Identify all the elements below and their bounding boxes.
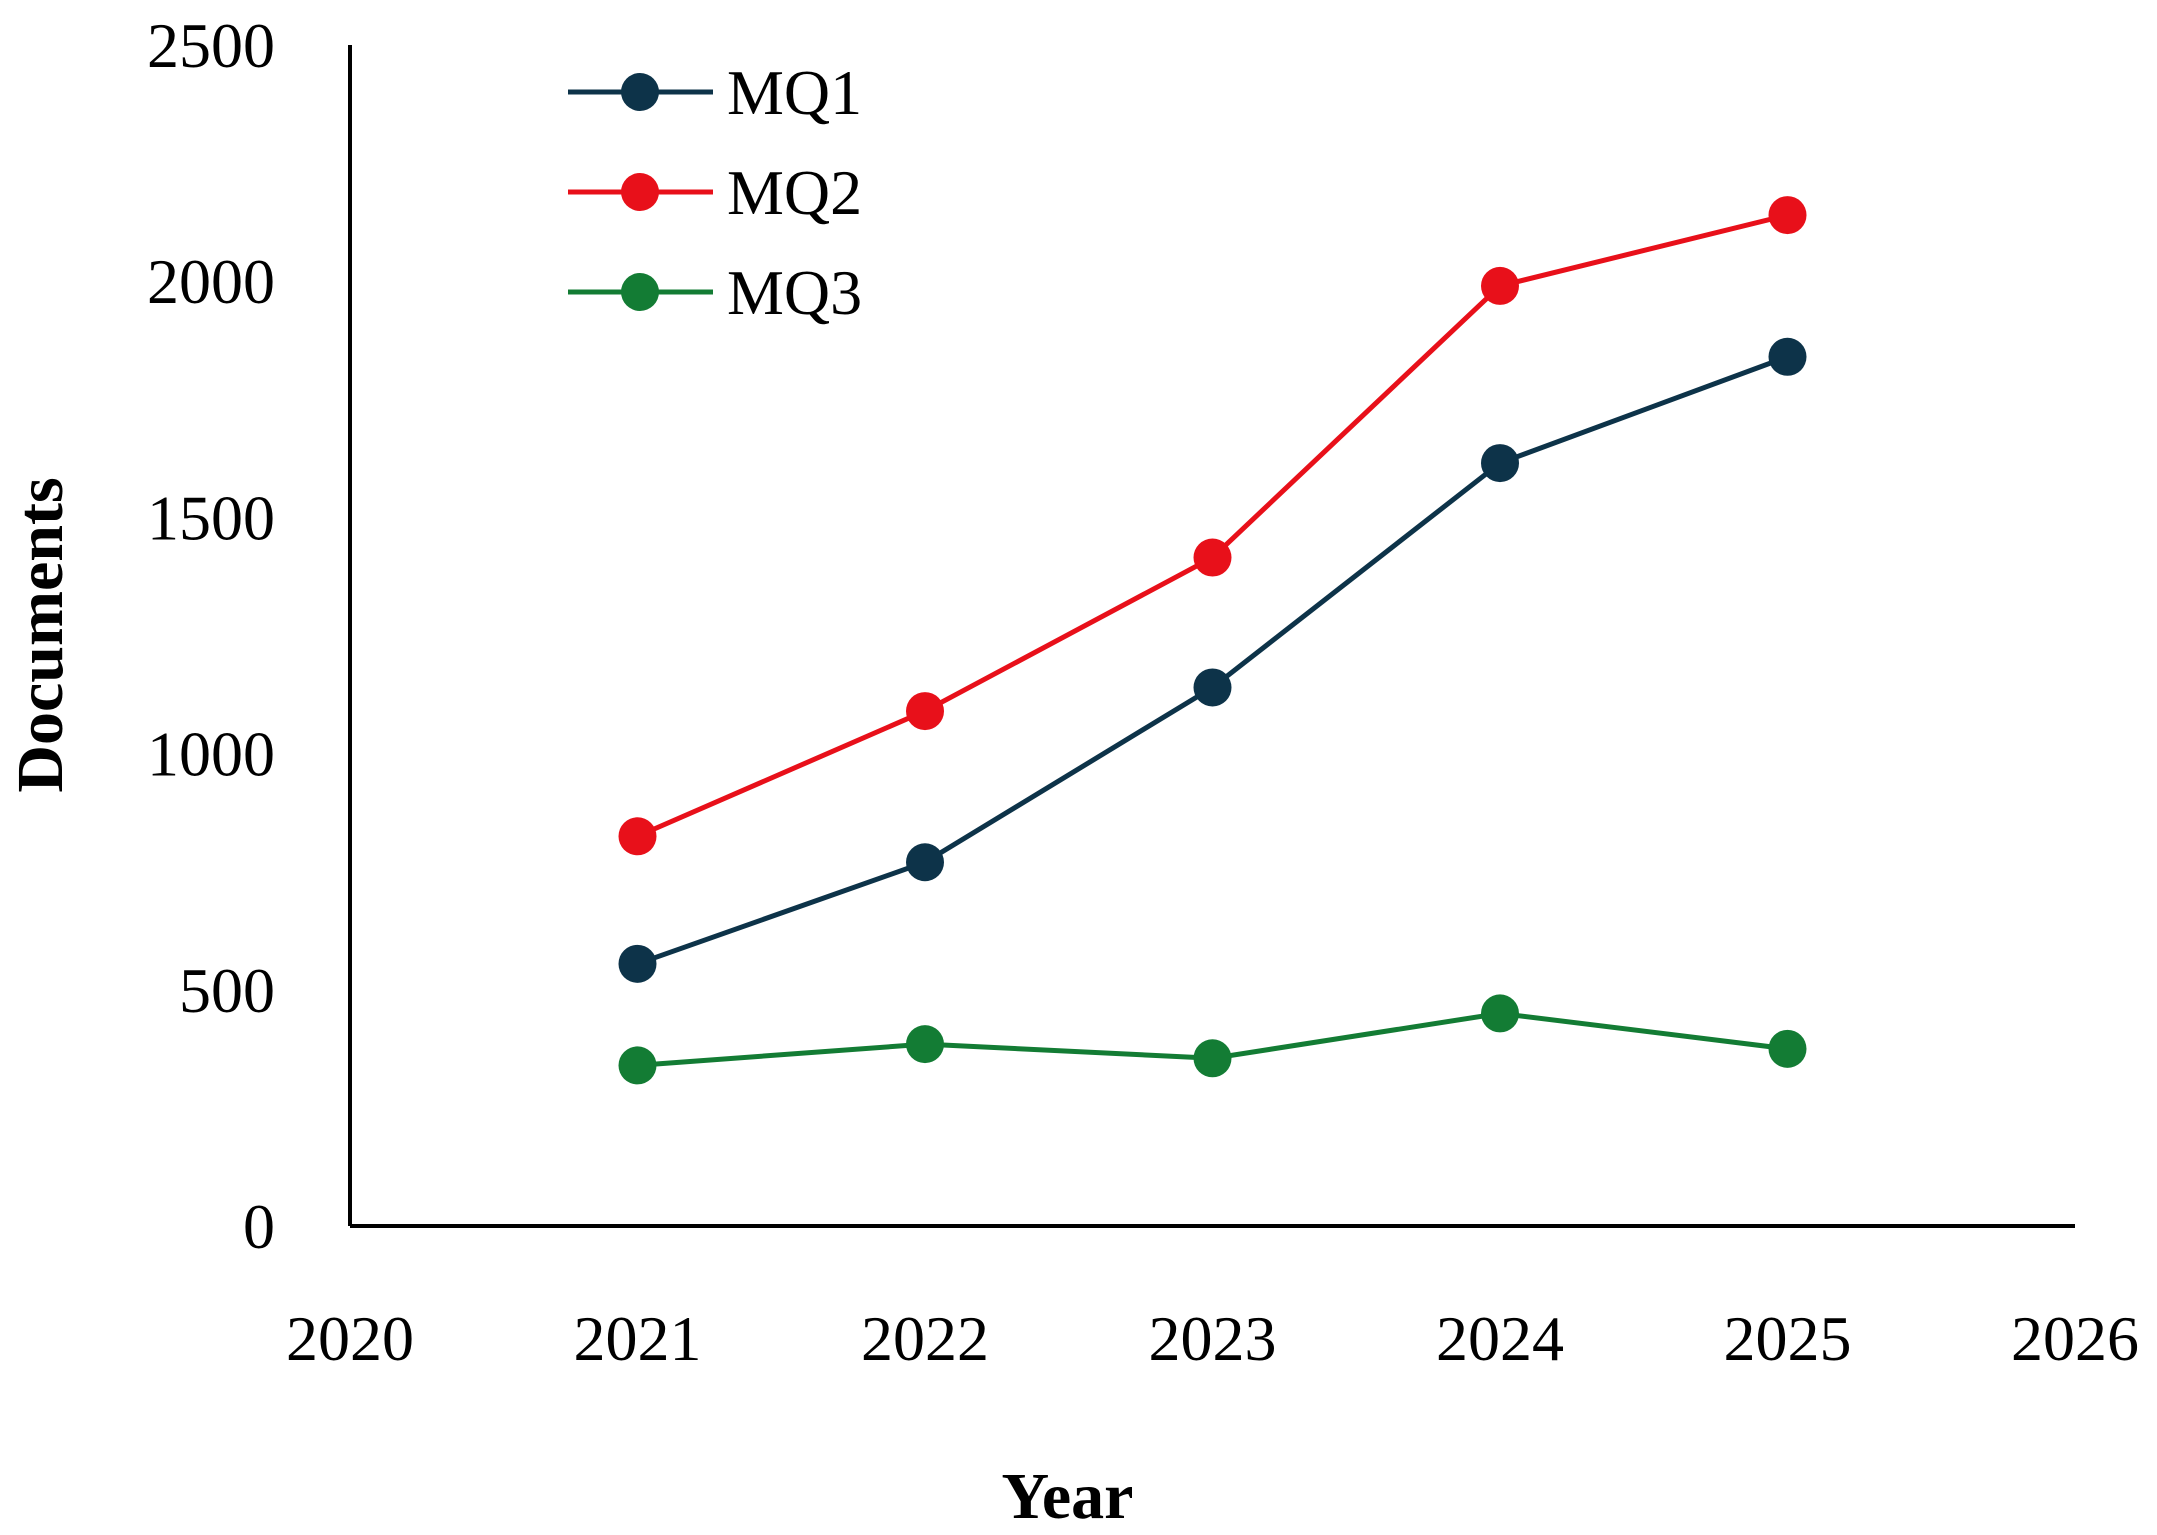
data-point-mq2-2023: [1193, 538, 1232, 577]
x-tick-label: 2022: [861, 1303, 989, 1374]
y-tick-labels: 0 500 1000 1500 2000 2500: [147, 10, 275, 1262]
x-tick-label: 2026: [2011, 1303, 2139, 1374]
series-mq1: [618, 337, 1807, 983]
x-axis-title: Year: [1002, 1460, 1134, 1533]
x-tick-label: 2024: [1436, 1303, 1564, 1374]
data-point-mq1-2024: [1481, 444, 1519, 483]
y-tick-label: 2000: [147, 246, 275, 317]
series-group: [618, 196, 1807, 1085]
axes: [348, 45, 2075, 1228]
legend-marker: [621, 173, 659, 211]
legend-marker: [621, 73, 659, 111]
series-mq2: [618, 196, 1807, 856]
y-tick-label: 2500: [147, 10, 275, 81]
legend-item-mq1: MQ1: [568, 57, 862, 128]
data-point-mq2-2021: [618, 817, 657, 856]
data-point-mq1-2022: [906, 843, 944, 882]
legend-label: MQ2: [727, 157, 862, 228]
data-point-mq2-2025: [1768, 196, 1807, 235]
y-tick-label: 1500: [147, 482, 275, 553]
data-point-mq3-2025: [1768, 1029, 1807, 1068]
legend-item-mq3: MQ3: [568, 257, 862, 328]
data-point-mq1-2025: [1768, 337, 1807, 376]
data-point-mq3-2021: [618, 1046, 657, 1085]
legend-label: MQ1: [727, 57, 862, 128]
y-tick-label: 500: [179, 955, 275, 1026]
y-tick-label: 0: [243, 1191, 275, 1262]
data-point-mq3-2022: [906, 1025, 944, 1064]
data-point-mq3-2023: [1193, 1039, 1232, 1078]
x-tick-labels: 2020 2021 2022 2023 2024 2025 2026: [286, 1303, 2139, 1374]
data-point-mq3-2024: [1481, 994, 1519, 1033]
series-line-mq1: [636, 354, 1789, 967]
x-tick-label: 2023: [1149, 1303, 1277, 1374]
y-axis-title: Documents: [4, 477, 77, 792]
x-tick-label: 2025: [1724, 1303, 1852, 1374]
data-point-mq1-2023: [1193, 668, 1232, 707]
data-point-mq2-2022: [906, 692, 944, 731]
data-point-mq2-2024: [1481, 266, 1519, 305]
legend-label: MQ3: [727, 257, 862, 328]
x-tick-label: 2020: [286, 1303, 414, 1374]
series-mq3: [618, 994, 1807, 1085]
legend: MQ1 MQ2 MQ3: [568, 57, 862, 328]
data-point-mq1-2021: [618, 944, 657, 983]
x-tick-label: 2021: [574, 1303, 702, 1374]
legend-item-mq2: MQ2: [568, 157, 862, 228]
legend-marker: [621, 273, 659, 311]
y-tick-label: 1000: [147, 719, 275, 790]
